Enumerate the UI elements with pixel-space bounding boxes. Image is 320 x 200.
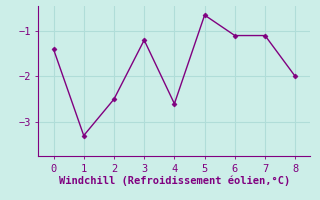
X-axis label: Windchill (Refroidissement éolien,°C): Windchill (Refroidissement éolien,°C) — [59, 175, 290, 186]
